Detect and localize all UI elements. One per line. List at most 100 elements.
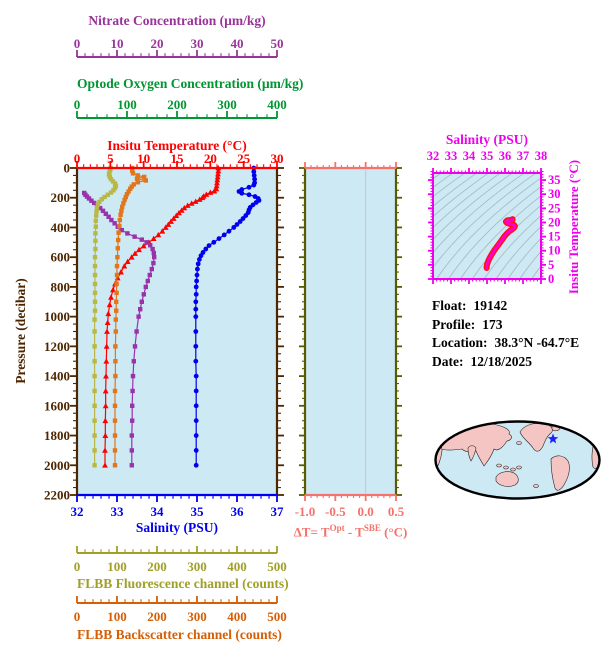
marker-square xyxy=(112,185,118,191)
marker-circle xyxy=(193,343,199,349)
marker-square xyxy=(144,240,149,245)
marker-square xyxy=(114,263,120,269)
marker-circle xyxy=(211,239,217,245)
marker-circle xyxy=(194,278,200,284)
continent xyxy=(550,455,570,491)
marker-square xyxy=(149,266,154,272)
marker-square xyxy=(92,418,97,423)
marker-triangle xyxy=(192,198,199,204)
marker-square xyxy=(92,329,97,334)
marker-circle xyxy=(193,448,199,453)
marker-square xyxy=(113,344,118,349)
island xyxy=(516,441,522,445)
marker-square xyxy=(113,317,118,322)
marker-square xyxy=(141,292,146,297)
tick-label: 400 xyxy=(227,609,247,624)
pressure-tick-label: 0 xyxy=(64,161,71,176)
marker-triangle xyxy=(215,167,222,174)
pressure-tick-label: 1000 xyxy=(44,309,70,324)
date-row: Date: 12/18/2025 xyxy=(432,353,579,372)
delta-t-part: - T xyxy=(344,524,364,540)
tick-label: 0 xyxy=(74,97,81,112)
marker-square xyxy=(118,212,123,218)
oxygen-axis-title: Optode Oxygen Concentration (µm/kg) xyxy=(77,76,304,91)
plot-background xyxy=(305,168,396,495)
marker-circle xyxy=(193,373,199,379)
marker-triangle xyxy=(184,202,191,208)
pressure-tick-label: 400 xyxy=(51,220,71,235)
tick-label: 37 xyxy=(271,504,285,519)
marker-circle xyxy=(193,299,199,305)
marker-square xyxy=(89,198,94,203)
marker-square xyxy=(112,463,118,468)
marker-circle xyxy=(193,358,199,364)
marker-square xyxy=(97,199,102,205)
marker-triangle xyxy=(102,462,108,468)
marker-circle xyxy=(193,329,199,334)
marker-square xyxy=(114,281,119,287)
marker-square xyxy=(134,176,140,181)
marker-square xyxy=(93,218,98,223)
marker-circle xyxy=(193,418,199,424)
marker-triangle xyxy=(103,358,110,364)
marker-triangle xyxy=(121,263,128,269)
marker-circle xyxy=(193,291,199,297)
tick-label: -0.5 xyxy=(325,504,346,519)
location-row: Location: 38.3°N -64.7°E xyxy=(432,334,579,353)
marker-circle xyxy=(193,462,199,468)
isopycnal-line xyxy=(519,250,541,279)
marker-square xyxy=(129,433,134,438)
location-value: 38.3°N -64.7°E xyxy=(494,335,580,350)
marker-square xyxy=(113,359,118,364)
marker-triangle xyxy=(155,231,162,238)
marker-triangle xyxy=(196,196,203,202)
marker-square xyxy=(92,388,97,394)
tick-label: 200 xyxy=(167,97,187,112)
marker-circle xyxy=(193,306,199,312)
oxygen-axis: 0 100 200 300 400 xyxy=(74,97,287,119)
marker-circle xyxy=(193,403,199,409)
marker-square xyxy=(129,448,134,453)
marker-triangle xyxy=(102,447,108,453)
marker-square xyxy=(151,250,156,256)
marker-triangle xyxy=(215,170,221,177)
tick-label: 37 xyxy=(517,149,530,163)
marker-triangle xyxy=(211,188,218,194)
marker-circle xyxy=(206,243,212,248)
marker-square xyxy=(107,174,112,180)
marker-triangle xyxy=(162,224,169,230)
date-label: Date: xyxy=(432,353,464,369)
marker-circle xyxy=(251,173,257,178)
marker-circle xyxy=(239,190,245,196)
ts-plot-title: Salinity (PSU) xyxy=(445,132,529,147)
tick-label: 400 xyxy=(227,559,247,574)
marker-square xyxy=(99,197,104,202)
marker-square xyxy=(116,230,121,235)
marker-triangle xyxy=(128,254,135,260)
marker-square xyxy=(102,194,107,200)
delta-t-sup-opt: Opt xyxy=(329,523,345,533)
marker-circle xyxy=(252,176,257,182)
tick-label: 400 xyxy=(267,97,287,112)
marker-square xyxy=(92,200,97,206)
marker-triangle xyxy=(102,417,109,424)
marker-square xyxy=(112,433,118,438)
marker-square xyxy=(117,217,122,223)
marker-triangle xyxy=(168,218,174,224)
marker-square xyxy=(116,237,121,243)
pressure-tick-label: 800 xyxy=(51,279,71,294)
tick-label: 0.0 xyxy=(358,504,374,519)
fluorescence-axis-title: FLBB Fluorescence channel (counts) xyxy=(77,576,289,591)
marker-triangle xyxy=(181,204,188,211)
ts-curve xyxy=(485,217,517,270)
ts-temperature-axis-title: Insitu Temperature (°C) xyxy=(566,159,581,295)
pressure-tick-label: 1600 xyxy=(44,398,70,413)
marker-square xyxy=(143,284,148,290)
tick-label: 30 xyxy=(191,36,204,51)
tick-label: 33 xyxy=(111,504,125,519)
marker-square xyxy=(126,189,131,194)
marker-circle xyxy=(237,219,243,224)
marker-square xyxy=(103,211,108,216)
marker-square xyxy=(106,172,112,177)
float-id-value: 19142 xyxy=(473,298,508,313)
